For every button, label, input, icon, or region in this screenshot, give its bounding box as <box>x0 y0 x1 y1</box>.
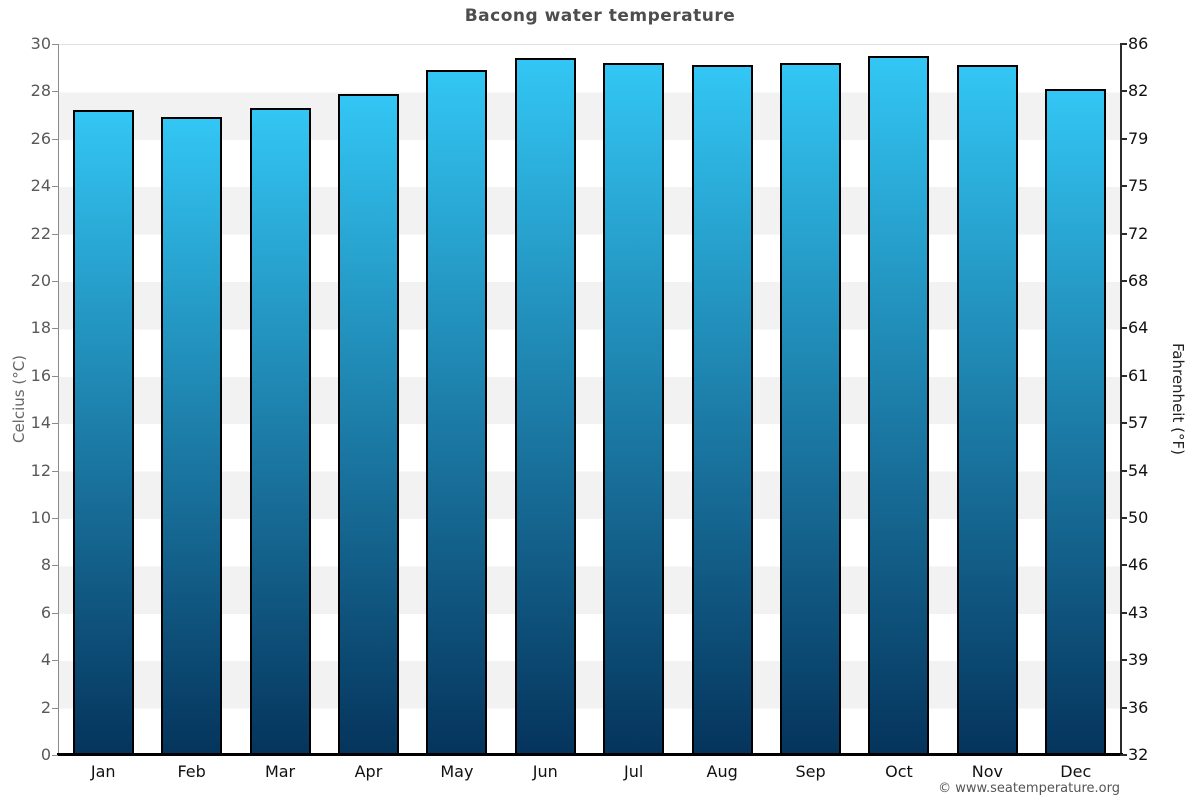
y-tick-fahrenheit-61: 61 <box>1128 365 1149 385</box>
y-tickmark-left <box>52 755 58 756</box>
y-tick-fahrenheit-75: 75 <box>1128 176 1149 196</box>
y-tickmark-right <box>1120 611 1127 614</box>
y-tickmark-right <box>1120 90 1127 93</box>
y-tick-fahrenheit-86: 86 <box>1128 34 1149 53</box>
x-tick-apr: Apr <box>354 762 383 781</box>
y-tick-celsius-10: 10 <box>30 508 51 527</box>
right-axis-spine <box>1120 44 1122 755</box>
bar-mar <box>249 108 311 755</box>
y-tick-celsius-4: 4 <box>40 650 51 670</box>
y-tickmark-left <box>52 518 58 519</box>
y-tick-celsius-8: 8 <box>40 555 51 575</box>
y-tickmark-right <box>1120 327 1127 330</box>
bar-jun <box>514 58 576 755</box>
x-tick-jun: Jun <box>532 762 558 781</box>
y-tickmark-right <box>1120 137 1127 140</box>
y-tickmark-left <box>52 375 58 377</box>
y-tick-celsius-16: 16 <box>30 365 51 385</box>
plot-area <box>59 44 1120 755</box>
y-tick-fahrenheit-32: 32 <box>1128 745 1149 764</box>
y-tick-fahrenheit-43: 43 <box>1128 602 1149 622</box>
y-tickmark-left <box>52 565 58 567</box>
y-tick-fahrenheit-39: 39 <box>1128 650 1149 670</box>
y-tickmark-right <box>1120 517 1127 519</box>
y-tickmark-left <box>52 91 58 93</box>
y-tick-fahrenheit-50: 50 <box>1128 508 1149 527</box>
y-tickmark-left <box>52 44 58 45</box>
y-tickmark-left <box>52 660 58 662</box>
y-tick-fahrenheit-64: 64 <box>1128 318 1149 338</box>
y-tick-celsius-12: 12 <box>30 460 51 480</box>
x-tick-sep: Sep <box>795 762 826 781</box>
y-tick-celsius-14: 14 <box>30 413 51 433</box>
y-tickmark-right <box>1120 232 1127 235</box>
x-tick-may: May <box>440 762 474 781</box>
y-tickmark-left <box>52 612 58 614</box>
y-tick-celsius-24: 24 <box>30 176 51 196</box>
y-tickmark-right <box>1120 185 1127 188</box>
y-tickmark-right <box>1120 469 1127 472</box>
y-tick-celsius-0: 0 <box>40 745 51 764</box>
y-tickmark-right <box>1120 43 1127 45</box>
y-tick-celsius-6: 6 <box>40 602 51 622</box>
bar-feb <box>161 117 223 755</box>
y-tick-fahrenheit-79: 79 <box>1128 128 1149 148</box>
y-tickmark-left <box>52 423 58 425</box>
y-tick-celsius-22: 22 <box>30 223 51 243</box>
y-tick-fahrenheit-72: 72 <box>1128 223 1149 243</box>
bar-sep <box>780 62 842 755</box>
bar-may <box>426 70 488 755</box>
y-tick-fahrenheit-68: 68 <box>1128 271 1149 290</box>
y-tick-celsius-26: 26 <box>30 128 51 148</box>
y-tickmark-right <box>1120 706 1127 709</box>
y-tickmark-left <box>52 470 58 472</box>
y-tickmark-right <box>1120 422 1127 425</box>
y-axis-title-fahrenheit: Fahrenheit (°F) <box>1169 343 1187 455</box>
y-tick-celsius-28: 28 <box>30 81 51 101</box>
y-tickmark-right <box>1120 564 1127 567</box>
y-tickmark-left <box>52 707 58 709</box>
y-tick-celsius-2: 2 <box>40 697 51 717</box>
y-tickmark-right <box>1120 659 1127 662</box>
y-tickmark-left <box>52 281 58 282</box>
x-tick-nov: Nov <box>971 762 1003 781</box>
x-tick-feb: Feb <box>177 762 206 781</box>
x-tick-oct: Oct <box>885 762 913 781</box>
x-tick-mar: Mar <box>264 762 296 781</box>
y-tick-fahrenheit-46: 46 <box>1128 555 1149 575</box>
chart-title: Bacong water temperature <box>464 6 736 26</box>
bar-jul <box>603 62 665 755</box>
y-tickmark-left <box>52 138 58 140</box>
copyright-credit[interactable]: © www.seatemperature.org <box>938 781 1120 796</box>
y-tick-fahrenheit-36: 36 <box>1128 697 1149 717</box>
y-tickmark-right <box>1120 374 1127 377</box>
bar-oct <box>868 55 930 755</box>
x-axis-line <box>57 753 1123 756</box>
left-axis-spine <box>58 44 59 755</box>
y-tick-fahrenheit-54: 54 <box>1128 460 1149 480</box>
y-tickmark-right <box>1120 754 1127 756</box>
y-tick-fahrenheit-57: 57 <box>1128 413 1149 433</box>
y-tickmark-left <box>52 186 58 188</box>
y-tick-celsius-20: 20 <box>30 271 51 290</box>
bar-aug <box>691 65 753 755</box>
x-tick-jul: Jul <box>624 762 644 781</box>
bar-apr <box>337 93 399 755</box>
bar-dec <box>1045 89 1107 755</box>
x-tick-dec: Dec <box>1060 762 1092 781</box>
bar-nov <box>956 65 1018 755</box>
x-tick-aug: Aug <box>706 762 738 781</box>
y-tickmark-left <box>52 233 58 235</box>
y-tick-celsius-18: 18 <box>30 318 51 338</box>
x-tick-jan: Jan <box>90 762 116 781</box>
y-tickmark-right <box>1120 280 1127 282</box>
bar-jan <box>72 110 134 755</box>
y-tick-celsius-30: 30 <box>30 34 51 53</box>
y-tickmark-left <box>52 328 58 330</box>
y-tick-fahrenheit-82: 82 <box>1128 81 1149 101</box>
